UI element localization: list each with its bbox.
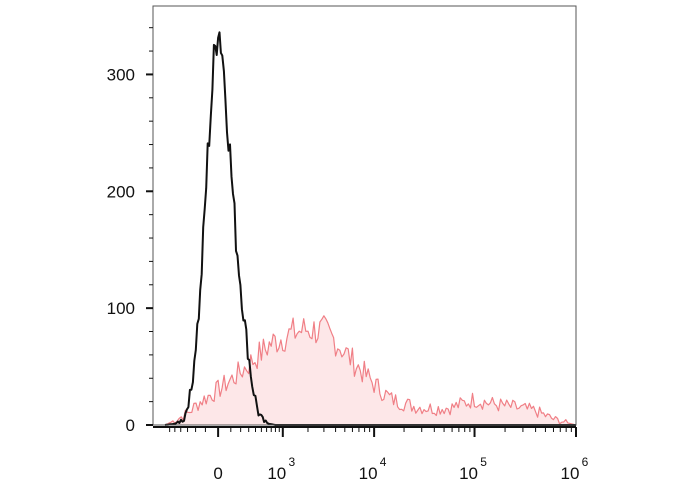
y-tick-label: 0	[126, 416, 135, 435]
x-tick-label: 10	[561, 464, 580, 483]
series-0-line	[164, 315, 577, 426]
x-tick-exponent: 6	[582, 455, 589, 469]
x-tick-label: 10	[267, 464, 286, 483]
series-0-area	[165, 315, 576, 425]
series-layer	[164, 31, 577, 426]
y-tick-label: 200	[107, 182, 135, 201]
x-tick-label: 10	[359, 464, 378, 483]
x-tick-label: 10	[459, 464, 478, 483]
series-1-line	[164, 31, 576, 426]
y-tick-label: 100	[107, 299, 135, 318]
x-tick-exponent: 4	[380, 455, 387, 469]
plot-frame	[152, 5, 577, 426]
x-tick-exponent: 5	[480, 455, 487, 469]
x-tick-label: 0	[213, 464, 222, 483]
x-tick-exponent: 3	[288, 455, 295, 469]
y-tick-label: 300	[107, 65, 135, 84]
